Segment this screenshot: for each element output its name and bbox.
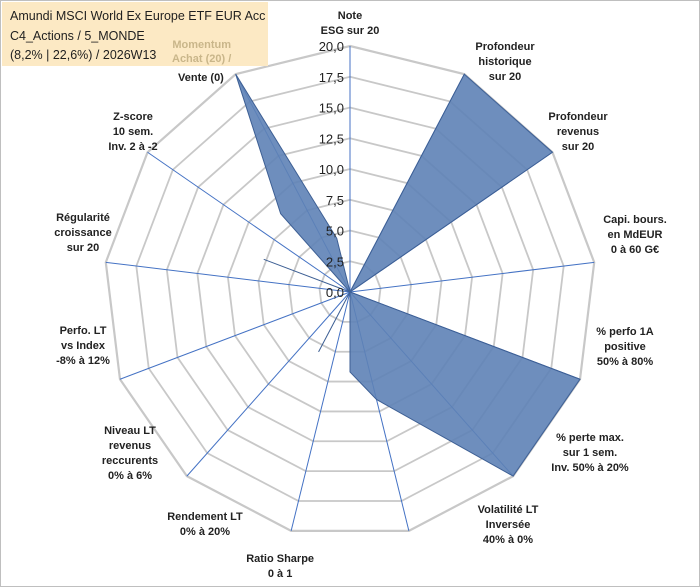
axis-label-line: Inv. 2 à -2 [108,141,157,153]
axis-label-line: -8% à 12% [56,355,110,367]
axis-label-line: 40% à 0% [483,534,533,546]
axis-spoke [119,291,351,380]
axis-label-line: Perfo. LT [60,325,107,337]
axis-label-line: croissance [54,227,111,239]
axis-label: Profondeur historique sur 20 [475,41,535,83]
axis-label-line: sur 20 [489,71,521,83]
axis-label: Rendement LT 0% à 20% [167,511,243,538]
tick-label: 15,0 [319,101,344,116]
axis-spoke [349,261,595,293]
axis-label: % perfo 1A positive 50% à 80% [596,326,654,368]
axis-label-line: Ratio Sharpe [246,553,314,565]
axis-label-line: 50% à 80% [597,356,653,368]
axis-label-line: historique [478,56,531,68]
axis-label-line: en MdEUR [608,229,663,241]
tick-label: 17,5 [319,70,344,85]
tick-label: 7,5 [326,193,344,208]
grid-ring [257,198,443,383]
axis-label-line: Régularité [56,212,110,224]
axis-label-line: % perfo 1A [596,326,654,338]
grid-ring [196,137,504,443]
axis-label: % perte max. sur 1 sem. Inv. 50% à 20% [551,432,629,474]
axis-label-line: Profondeur [475,41,535,53]
vente-label: Vente (0) [178,72,224,84]
axis-label-line: Rendement LT [167,511,243,523]
axis-spoke [290,291,351,531]
grid-ring [135,75,565,502]
fund-name: Amundi MSCI World Ex Europe ETF EUR Acc [10,9,266,23]
axis-label: Note ESG sur 20 [321,10,380,37]
axis-label-line: 0 à 60 G€ [611,244,659,256]
tick-label: 12,5 [319,131,344,146]
axis-label-line: 0 à 1 [268,568,292,580]
axis-label-line: Volatilité LT [478,504,539,516]
axis-spoke [186,291,351,477]
grid-ring [226,168,474,413]
axis-label-line: positive [604,341,646,353]
axis-label-line: Inversée [486,519,531,531]
axis-label-line: revenus [557,126,599,138]
axis-label-line: revenus [109,440,151,452]
axis-label-line: ESG sur 20 [321,25,380,37]
axis-label: Volatilité LT Inversée 40% à 0% [478,504,539,546]
axis-label: Régularité croissance sur 20 [54,212,111,254]
axis-label-line: vs Index [61,340,106,352]
axis-label-line: 10 sem. [113,126,153,138]
tick-label: 2,5 [326,254,344,269]
tick-label: 5,0 [326,224,344,239]
momentum-line1: Momentum [172,39,231,51]
axis-label-line: 0% à 20% [180,526,230,538]
axis-label: Perfo. LT vs Index -8% à 12% [56,325,110,367]
axis-label-line: Note [338,10,362,22]
grid-ring [104,44,596,532]
momentum-line2: Achat (20) / [172,53,232,65]
axis-label: Z-score 10 sem. Inv. 2 à -2 [108,111,157,153]
axis-label: Capi. bours. en MdEUR 0 à 60 G€ [603,214,667,256]
fund-category: C4_Actions / 5_MONDE [10,29,145,43]
axis-label-line: sur 20 [67,242,99,254]
grid-ring [165,106,535,473]
axis-label: Profondeur revenus sur 20 [548,111,608,153]
momentum-label: Momentum Achat (20) / [172,38,231,66]
axis-label-line: Profondeur [548,111,608,123]
axis-label: Ratio Sharpe 0 à 1 [246,553,314,580]
tick-label: 10,0 [319,162,344,177]
axis-label-line: Inv. 50% à 20% [551,462,629,474]
axis-label-line: Niveau LT [104,425,156,437]
axis-spoke [147,151,351,293]
axis-label-line: reccurents [102,455,158,467]
tick-label: 0,0 [326,285,344,300]
axis-label-line: Capi. bours. [603,214,667,226]
axis-label-line: sur 20 [562,141,594,153]
axis-label-line: sur 1 sem. [563,447,617,459]
axis-label-line: Z-score [113,111,153,123]
tick-label: 20,0 [319,39,344,54]
axis-label-line: % perte max. [556,432,624,444]
data-series-area [235,73,581,477]
fund-stats: (8,2% | 22,6%) / 2026W13 [10,48,157,62]
axis-label-line: 0% à 6% [108,470,152,482]
axis-spoke [105,261,351,293]
axis-label: Niveau LT revenus reccurents 0% à 6% [102,425,158,482]
info-box: Amundi MSCI World Ex Europe ETF EUR Acc … [2,2,268,66]
